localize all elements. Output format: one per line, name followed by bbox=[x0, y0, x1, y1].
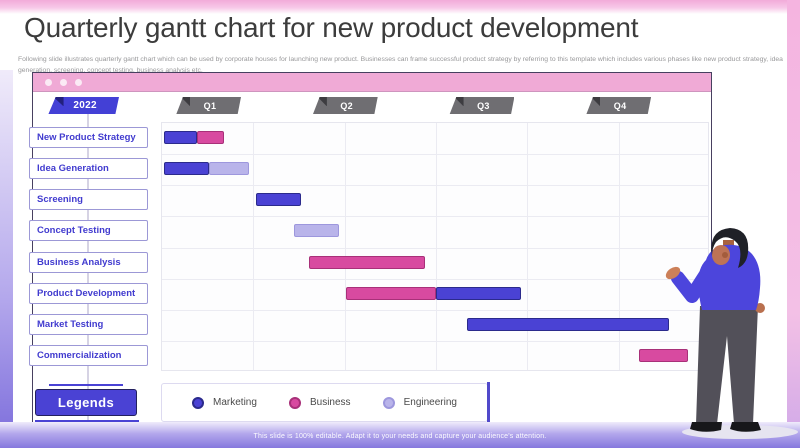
grid-line-vertical bbox=[253, 123, 255, 370]
gantt-bar-marketing bbox=[466, 317, 670, 331]
gantt-bar-marketing bbox=[255, 193, 301, 207]
grid-line-horizontal bbox=[162, 216, 708, 218]
page-subtitle: Following slide illustrates quarterly ga… bbox=[18, 56, 783, 75]
person-shoe bbox=[690, 422, 722, 432]
legend-dot-icon bbox=[288, 396, 301, 409]
gantt-grid bbox=[161, 122, 709, 371]
person-ear bbox=[722, 252, 728, 258]
grid-line-horizontal bbox=[162, 309, 708, 311]
gantt-bar-business bbox=[345, 286, 437, 300]
gantt-bar-marketing bbox=[163, 162, 209, 176]
task-label: Product Development bbox=[29, 282, 148, 304]
legend-dot-icon bbox=[382, 396, 395, 409]
quarter-label: Q4 bbox=[613, 100, 627, 111]
grid-line-horizontal bbox=[162, 154, 708, 156]
task-label: Commercialization bbox=[29, 344, 148, 366]
task-label: Concept Testing bbox=[29, 220, 148, 242]
legends-button-label: Legends bbox=[57, 395, 115, 410]
quarter-flag-q3: Q3 bbox=[449, 97, 515, 114]
window-control-dot bbox=[75, 78, 82, 86]
task-label: Market Testing bbox=[29, 313, 148, 335]
grid-line-horizontal bbox=[162, 340, 708, 342]
grid-line-vertical bbox=[527, 123, 529, 370]
person-pants bbox=[696, 306, 758, 424]
quarter-label: Q3 bbox=[477, 100, 490, 111]
top-gradient-strip bbox=[0, 0, 800, 14]
flag-fold bbox=[180, 97, 191, 107]
right-gradient-strip bbox=[787, 0, 800, 448]
person-illustration bbox=[665, 228, 798, 439]
grid-line-vertical bbox=[618, 123, 620, 370]
flag-fold bbox=[591, 97, 601, 107]
gantt-bar-engineering bbox=[293, 224, 340, 238]
gantt-bar-marketing bbox=[163, 131, 197, 144]
legend-item-engineering: Engineering bbox=[382, 396, 457, 409]
quarter-label: Q1 bbox=[203, 100, 217, 111]
task-label: Business Analysis bbox=[29, 251, 148, 273]
flag-fold bbox=[53, 97, 64, 107]
left-gradient-strip bbox=[0, 70, 13, 448]
gantt-bar-business bbox=[308, 255, 426, 269]
legends-button: Legends bbox=[35, 389, 137, 416]
window-control-dot bbox=[60, 78, 67, 86]
legend-divider-top bbox=[49, 384, 123, 386]
person-hand-pointing bbox=[665, 266, 681, 280]
flag-fold bbox=[317, 97, 327, 107]
quarter-flag-q1: Q1 bbox=[176, 97, 241, 114]
grid-line-horizontal bbox=[162, 247, 708, 249]
person-face bbox=[712, 245, 730, 265]
task-label: Idea Generation bbox=[29, 158, 148, 180]
legend-box: Marketing Business Engineering bbox=[161, 383, 488, 422]
legend-label: Business bbox=[309, 397, 351, 408]
person-hand bbox=[755, 303, 765, 313]
window-control-dot bbox=[45, 78, 52, 86]
task-label: Screening bbox=[29, 189, 148, 211]
grid-line-vertical bbox=[436, 123, 437, 370]
gantt-bar-engineering bbox=[208, 162, 249, 176]
grid-line-vertical bbox=[344, 123, 346, 370]
quarter-flag-q2: Q2 bbox=[313, 97, 378, 114]
quarter-flag-q4: Q4 bbox=[586, 97, 652, 114]
person-shoe bbox=[730, 422, 761, 432]
gantt-bar-business bbox=[639, 348, 689, 362]
gantt-bar-business bbox=[196, 131, 224, 144]
bottom-gradient-strip bbox=[0, 422, 800, 448]
gantt-bar-marketing bbox=[436, 286, 522, 300]
year-flag: 2022 bbox=[48, 97, 119, 114]
window-title-bar bbox=[33, 73, 711, 92]
person-arm bbox=[671, 261, 717, 303]
legend-label: Marketing bbox=[213, 397, 257, 408]
grid-line-horizontal bbox=[162, 278, 708, 280]
legend-item-marketing: Marketing bbox=[192, 396, 257, 409]
footer-note: This slide is 100% editable. Adapt it to… bbox=[253, 433, 547, 440]
legend-label: Engineering bbox=[403, 397, 457, 408]
legend-item-business: Business bbox=[288, 396, 351, 409]
year-label: 2022 bbox=[73, 100, 97, 111]
legend-accent-line bbox=[487, 382, 490, 423]
legend-dot-icon bbox=[192, 396, 205, 409]
task-label: New Product Strategy bbox=[29, 127, 148, 148]
quarter-label: Q2 bbox=[340, 100, 353, 111]
page-title: Quarterly gantt chart for new product de… bbox=[24, 12, 639, 43]
chart-window: 2022 Q1 Q2 Q3 Q4 New Product Strategy Idea G… bbox=[29, 72, 712, 425]
legend-divider-bottom bbox=[35, 420, 139, 423]
flag-fold bbox=[454, 97, 464, 107]
person-hair bbox=[711, 228, 749, 268]
grid-line-horizontal bbox=[162, 185, 708, 187]
